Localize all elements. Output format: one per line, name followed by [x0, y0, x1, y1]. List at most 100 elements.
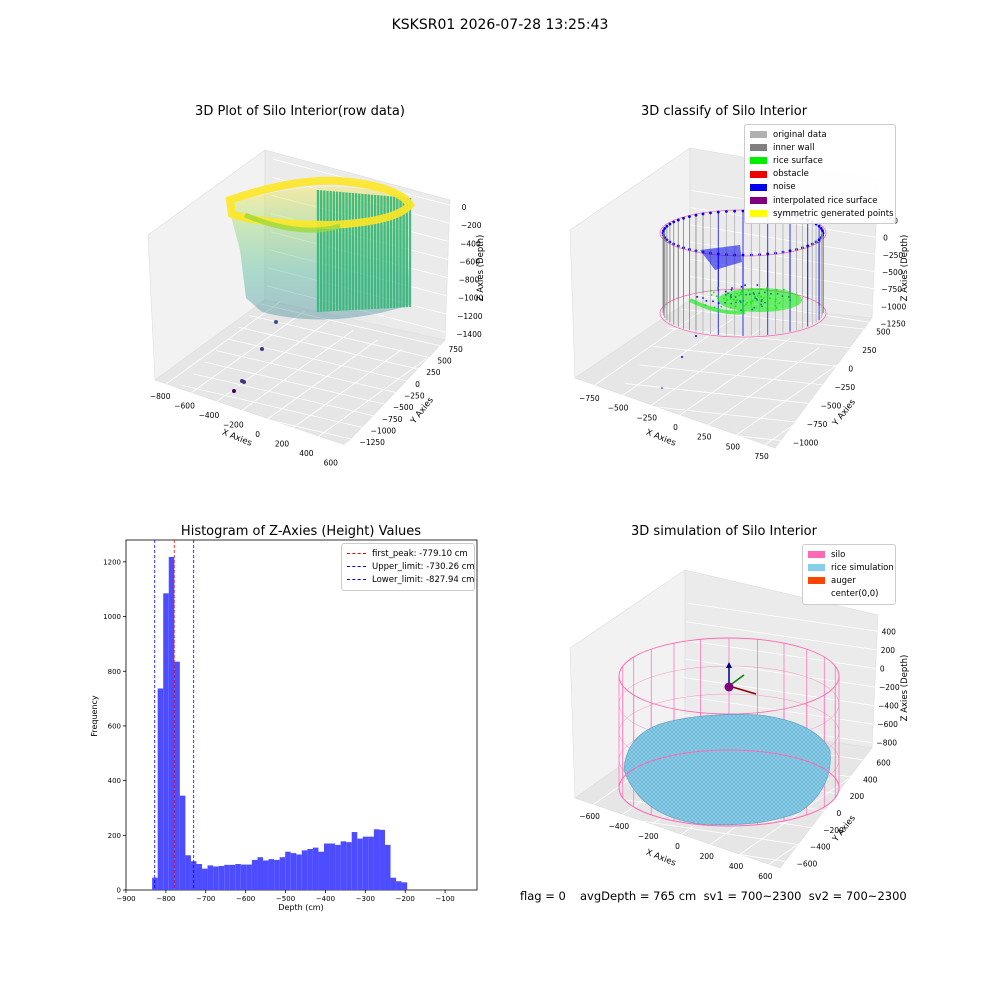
panel4-x-axis-label: X Axies [644, 848, 677, 869]
legend-item-symmetric-generated-points: symmetric generated points [750, 207, 894, 220]
panel4-y-tick-label: 400 [863, 775, 878, 784]
hist-bar [229, 864, 236, 890]
hist-bar [279, 857, 286, 890]
panel2-x-tick-label: 250 [697, 433, 712, 442]
panel1-y-tick-label: −250 [404, 392, 425, 401]
hist-bar [224, 864, 230, 890]
hist-bar [351, 832, 358, 890]
hist-bar [318, 851, 324, 890]
panel2-z-axis-label: Z Axies (Depth) [900, 235, 910, 302]
hist-bar [357, 838, 363, 890]
panel2-y-tick-label: 500 [876, 327, 891, 336]
panel1-z-tick-label: 0 [462, 203, 467, 212]
panel2-z-tick-label: −250 [883, 251, 904, 260]
hist-y-label: Frequency [90, 695, 99, 737]
legend-item-original-data: original data [750, 128, 890, 141]
flag-status: flag = 0 [520, 889, 566, 903]
panel1-y-tick-label: −1250 [360, 438, 386, 447]
panel4-x-tick-label: 0 [675, 842, 680, 851]
hist-bar [202, 868, 208, 890]
panel1-x-axis-label: X Axies [220, 428, 253, 449]
panel1-x-tick-label: 0 [255, 430, 260, 439]
panel4-y-tick-label: 600 [876, 758, 891, 767]
panel4-z-axis-label: Z Axies (Depth) [900, 655, 910, 722]
panel1-z-tick-label: −800 [459, 276, 480, 285]
figure-title: KSKSR01 2026-07-28 13:25:43 [391, 17, 609, 33]
panel4-z-tick-label: −800 [876, 739, 897, 748]
panel4-x-tick-label: 200 [700, 852, 715, 861]
hist-y-tick-label: 800 [108, 668, 121, 676]
hist-y-tick-label: 1200 [103, 558, 121, 566]
panel1-x-tick-label: 200 [275, 439, 290, 448]
hist-bar [401, 882, 408, 890]
panel1-y-tick-label: −1000 [371, 427, 397, 436]
panel4-z-tick-label: 0 [880, 664, 885, 673]
hist-bar [362, 836, 369, 890]
panel1-y-tick-label: 500 [437, 357, 452, 366]
panel2-y-tick-label: 0 [848, 364, 853, 373]
panel1-y-tick-label: 250 [426, 368, 441, 377]
hist-y-tick-label: 1000 [103, 613, 121, 621]
panel4-legend: silo rice simulation auger center(0,0) [802, 544, 896, 605]
panel1-z-tick-label: −200 [461, 221, 482, 230]
hist-bar [196, 864, 203, 890]
legend-item-silo: silo [808, 548, 890, 561]
hist-bar [179, 795, 186, 890]
panel4-x-tick-label: −600 [579, 812, 600, 821]
panel1-y-tick-label: 0 [415, 380, 420, 389]
panel2-x-tick-label: 500 [726, 442, 741, 451]
panel4-y-tick-label: 200 [850, 792, 865, 801]
panel4-x-tick-label: 600 [758, 872, 773, 881]
hist-bar [285, 851, 291, 890]
panel4-z-tick-label: 400 [882, 627, 897, 636]
hist-bar [263, 860, 269, 890]
hist-bar [157, 688, 164, 890]
panel2-x-tick-label: −250 [636, 413, 657, 422]
hist-bar [290, 853, 297, 890]
hist-bar [251, 859, 258, 890]
hist-bar [340, 841, 347, 890]
panel1-x-tick-label: −800 [150, 392, 171, 401]
panel2-y-tick-label: −500 [821, 402, 842, 411]
panel2-z-tick-label: −750 [881, 285, 902, 294]
legend-item-interpolated-rice-surface: interpolated rice surface [750, 194, 890, 207]
hist-bar [168, 556, 175, 890]
hist-x-tick-label: −900 [116, 895, 135, 903]
hist-bar [213, 866, 219, 890]
hist-y-tick-label: 400 [108, 777, 121, 785]
panel1-z-tick-label: −400 [460, 239, 481, 248]
panel2-y-tick-label: −750 [807, 420, 828, 429]
panel4-y-tick-label: −600 [797, 860, 818, 869]
panel4-3d-plot: −600 −400 −200 0 200 400 600 −600 −400 −200 0 200 40… [569, 569, 910, 881]
hist-bar [257, 857, 264, 890]
legend-item-auger: auger [808, 574, 890, 587]
panel2-x-tick-label: 750 [754, 452, 769, 461]
hist-bar [296, 854, 302, 890]
panel2-x-tick-label: −750 [579, 394, 600, 403]
legend-item-inner-wall: inner wall [750, 141, 890, 154]
legend-swatch [750, 131, 767, 139]
panel4-z-tick-label: −600 [877, 720, 898, 729]
hist-bar [384, 844, 391, 890]
hist-legend: first_peak: -779.10 cm Upper_limit: -730… [341, 543, 475, 591]
hist-y-tick-label: 0 [117, 887, 121, 895]
legend-item-rice-simulation: rice simulation [808, 561, 894, 574]
panel2-y-tick-label: −1000 [793, 439, 819, 448]
panel1-z-tick-label: −1000 [458, 294, 484, 303]
depth-stats: avgDepth = 765 cm sv1 = 700~2300 sv2 = 7… [580, 889, 907, 903]
hist-bar [323, 843, 330, 890]
panel3-histogram: −900 −800 −700 −600 −500 −400 −300 −200 −100 0 20… [90, 539, 478, 912]
panel2-y-tick-label: 250 [862, 346, 877, 355]
legend-item-center: center(0,0) [808, 588, 890, 601]
panel4-x-tick-label: −200 [638, 832, 659, 841]
legend-item-obstacle: obstacle [750, 168, 890, 181]
hist-bar [368, 836, 374, 890]
panel1-3d-plot: −800−600−400−2000200400600−1250−1000−750… [147, 149, 486, 467]
hist-bar [390, 877, 397, 890]
hist-bar [312, 847, 319, 890]
panel4-x-tick-label: −400 [609, 822, 630, 831]
hist-x-tick-label: −800 [156, 895, 175, 903]
legend-item-first-peak: first_peak: -779.10 cm [347, 547, 469, 560]
hist-bar [329, 843, 336, 890]
panel1-x-tick-label: 600 [324, 458, 339, 467]
